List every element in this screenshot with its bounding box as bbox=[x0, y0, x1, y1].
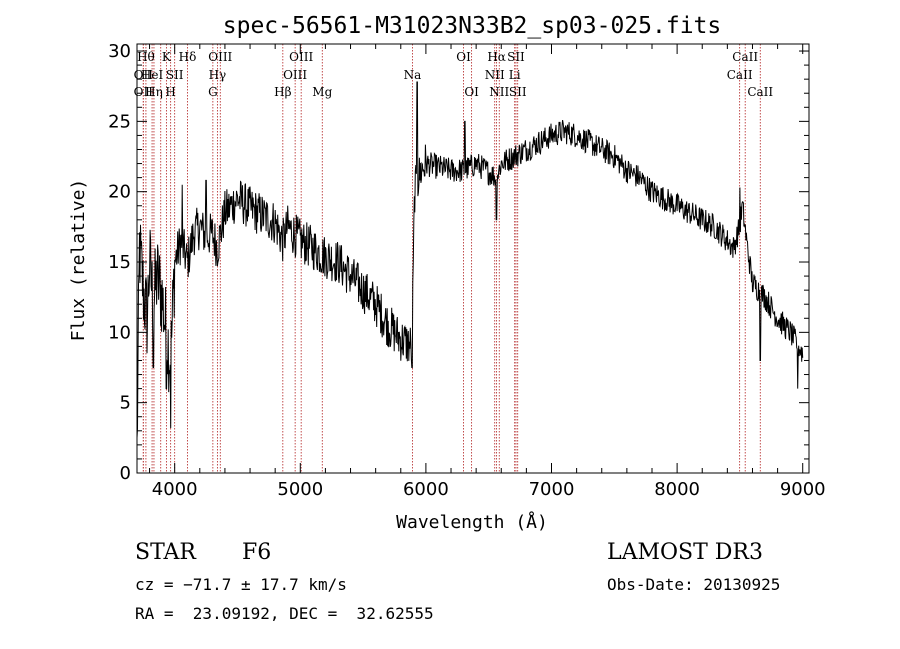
y-tick-label-3: 15 bbox=[108, 252, 131, 273]
line-label-1: OII bbox=[134, 85, 154, 99]
survey-name: LAMOST DR3 bbox=[607, 540, 763, 565]
line-label-22: NII bbox=[489, 85, 509, 99]
line-label-6: K bbox=[162, 50, 172, 64]
spectral-line-labels: OII OII Hθ Hη HeI K H SII Hδ G Hγ OIII Hβ OIII OIII Mg N… bbox=[134, 50, 774, 99]
line-label-21: Hα bbox=[487, 50, 506, 64]
line-label-18: OI bbox=[456, 50, 471, 64]
line-label-12: OIII bbox=[208, 50, 232, 64]
line-label-13: Hβ bbox=[274, 85, 291, 99]
line-label-10: G bbox=[208, 85, 218, 99]
line-label-20: NII bbox=[485, 68, 505, 82]
x-axis-label: Wavelength (Å) bbox=[396, 511, 548, 533]
line-label-25: SII bbox=[509, 85, 527, 99]
y-tick-label-0: 0 bbox=[120, 463, 131, 484]
line-label-17: Na bbox=[404, 68, 422, 82]
y-tick-label-1: 5 bbox=[120, 393, 131, 414]
y-tick-label-5: 25 bbox=[108, 111, 131, 132]
line-label-7: H bbox=[165, 85, 175, 99]
x-axis-ticks: 4000 5000 6000 7000 8000 9000 bbox=[149, 44, 826, 500]
y-tick-label-4: 20 bbox=[108, 182, 131, 203]
line-label-14: OIII bbox=[283, 68, 307, 82]
x-tick-label-2: 6000 bbox=[403, 479, 449, 500]
y-tick-label-6: 30 bbox=[108, 41, 131, 62]
line-label-0: OII bbox=[134, 68, 154, 82]
line-label-11: Hγ bbox=[209, 68, 227, 82]
spectral-line-markers bbox=[142, 44, 761, 473]
x-tick-label-0: 4000 bbox=[152, 479, 198, 500]
coordinates: RA = 23.09192, DEC = 32.62555 bbox=[135, 604, 434, 623]
line-label-27: CaII bbox=[732, 50, 758, 64]
object-subclass: F6 bbox=[242, 540, 272, 565]
line-label-4: HeI bbox=[141, 68, 164, 82]
x-tick-label-5: 9000 bbox=[780, 479, 826, 500]
x-tick-label-1: 5000 bbox=[277, 479, 323, 500]
line-label-23: Li bbox=[509, 68, 521, 82]
plot-frame bbox=[136, 43, 810, 474]
line-label-3: Hη bbox=[145, 85, 163, 99]
line-label-28: CaII bbox=[747, 85, 773, 99]
object-class: STAR bbox=[135, 540, 196, 565]
line-label-2: Hθ bbox=[137, 50, 155, 64]
line-label-8: SII bbox=[166, 68, 184, 82]
chart-title: spec-56561-M31023N33B2_sp03-025.fits bbox=[223, 13, 722, 39]
line-label-19: OI bbox=[464, 85, 479, 99]
x-tick-label-3: 7000 bbox=[529, 479, 575, 500]
y-axis-ticks: 0 5 10 15 20 25 30 bbox=[108, 41, 809, 484]
redshift-cz: cz = −71.7 ± 17.7 km/s bbox=[135, 575, 347, 594]
y-tick-label-2: 10 bbox=[108, 322, 131, 343]
line-label-26: CaII bbox=[727, 68, 753, 82]
line-label-24: SII bbox=[507, 50, 525, 64]
spectrum-line bbox=[136, 81, 804, 438]
line-label-16: Mg bbox=[312, 85, 332, 99]
line-label-9: Hδ bbox=[179, 50, 197, 64]
observation-date: Obs-Date: 20130925 bbox=[607, 575, 781, 594]
line-label-15: OIII bbox=[289, 50, 313, 64]
y-axis-label: Flux (relative) bbox=[68, 179, 89, 342]
x-tick-label-4: 8000 bbox=[654, 479, 700, 500]
